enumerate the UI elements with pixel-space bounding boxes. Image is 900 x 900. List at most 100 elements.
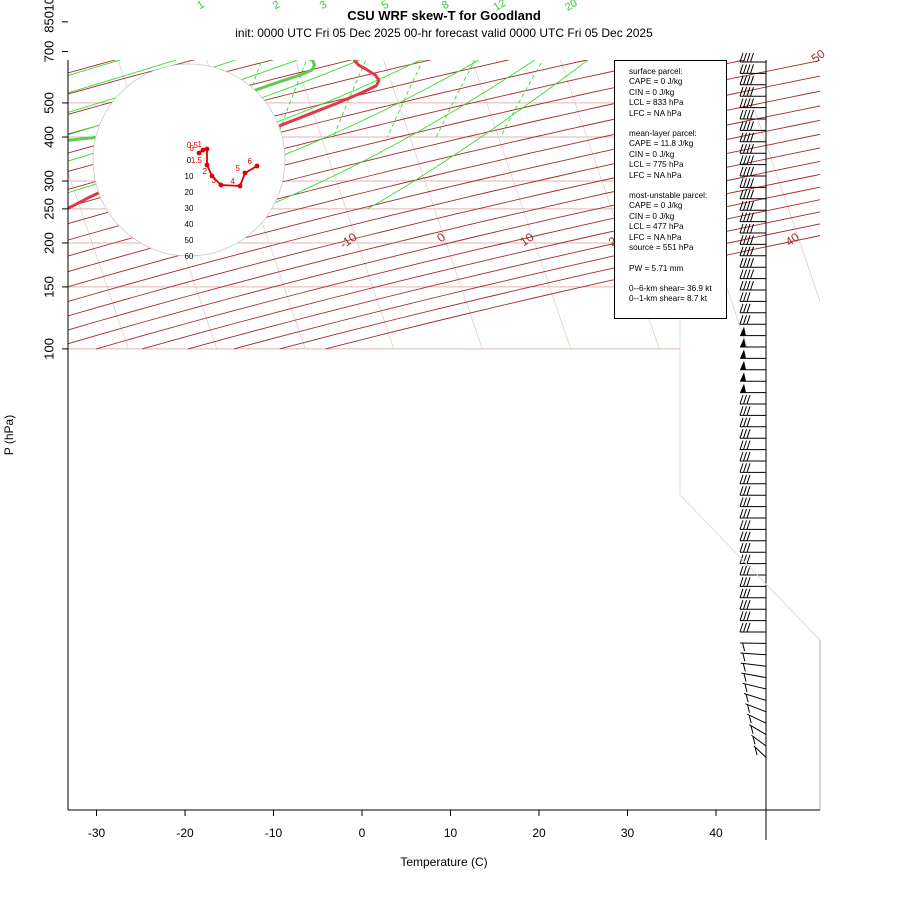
wind-barb bbox=[739, 189, 766, 200]
barb-flag bbox=[739, 463, 744, 473]
parcel-info-box: surface parcel: CAPE = 0 J/kg CIN = 0 J/… bbox=[614, 60, 727, 319]
barb-flag bbox=[739, 280, 744, 291]
info-line: CAPE = 0 J/kg bbox=[629, 201, 683, 211]
barb-flag bbox=[746, 258, 751, 268]
y-tick-label: 100 bbox=[41, 338, 56, 360]
barb-flag bbox=[746, 543, 751, 553]
hodograph-point bbox=[237, 183, 243, 189]
barb-flag bbox=[739, 166, 744, 177]
most-unstable-parcel-block: most-unstable parcel: CAPE = 0 J/kg CIN … bbox=[629, 191, 726, 253]
barb-shaft bbox=[745, 703, 767, 713]
wind-barb bbox=[739, 178, 766, 188]
wind-barb bbox=[739, 588, 766, 599]
wind-barb bbox=[739, 600, 766, 610]
dry-adiabat bbox=[68, 105, 820, 288]
barb-flag bbox=[750, 725, 754, 734]
barb-flag bbox=[739, 394, 744, 405]
wind-barb bbox=[739, 554, 766, 565]
hodograph-point bbox=[242, 170, 248, 176]
barb-flag bbox=[750, 212, 754, 222]
info-line: LFC = NA hPa bbox=[629, 108, 682, 118]
wind-barb bbox=[739, 394, 766, 405]
barb-flag bbox=[750, 166, 754, 177]
barb-flag bbox=[743, 223, 747, 234]
barb-flag bbox=[743, 406, 747, 416]
barb-flag bbox=[746, 554, 751, 564]
barb-flag bbox=[739, 565, 744, 576]
barb-flag bbox=[750, 280, 754, 291]
wind-barb bbox=[739, 474, 766, 485]
barb-shaft bbox=[742, 682, 767, 690]
barb-flag bbox=[739, 189, 744, 199]
isotherm-label: 40 bbox=[783, 230, 802, 249]
barb-flag bbox=[743, 292, 747, 302]
barb-flag bbox=[739, 611, 744, 621]
shear6-line: 0--6-km shear= 36.9 kt bbox=[629, 283, 712, 293]
barb-flag bbox=[743, 280, 747, 291]
barb-flag bbox=[743, 497, 747, 507]
barb-shaft bbox=[741, 672, 767, 679]
wind-barb bbox=[740, 338, 766, 348]
wind-barb bbox=[739, 246, 766, 257]
hodograph-point-label: 3 bbox=[212, 176, 217, 185]
hodograph-point-label: 5 bbox=[236, 164, 241, 173]
wind-barb bbox=[740, 326, 766, 337]
wind-barb bbox=[743, 693, 767, 703]
hodograph-point-label: 6 bbox=[248, 157, 253, 166]
barb-flag bbox=[750, 189, 754, 199]
barb-flag bbox=[739, 87, 744, 97]
barb-flag bbox=[739, 269, 744, 279]
wind-barb bbox=[739, 235, 766, 245]
hodograph-point bbox=[218, 182, 224, 188]
wind-barb bbox=[745, 703, 767, 713]
barb-flag bbox=[739, 474, 744, 484]
barb-flag bbox=[743, 611, 747, 621]
barb-flag bbox=[746, 303, 751, 313]
wind-barb bbox=[739, 280, 766, 291]
barb-flag bbox=[739, 577, 744, 587]
barb-flag bbox=[739, 531, 744, 541]
barb-flag bbox=[739, 109, 744, 120]
info-line: surface parcel: bbox=[629, 67, 683, 76]
wind-barb bbox=[739, 497, 766, 508]
wind-barb bbox=[739, 212, 766, 223]
wind-barb bbox=[739, 121, 766, 131]
barb-flag bbox=[743, 178, 747, 188]
moist-adiabat bbox=[367, 60, 589, 210]
barb-flag bbox=[739, 543, 744, 553]
x-tick-label: 20 bbox=[532, 826, 546, 840]
wind-barb bbox=[739, 315, 766, 325]
barb-flag bbox=[746, 486, 751, 496]
barb-flag bbox=[746, 429, 751, 439]
y-tick-label: 700 bbox=[41, 41, 56, 63]
barb-flag bbox=[743, 554, 747, 564]
dry-adiabat bbox=[68, 60, 511, 172]
moist-adiabat bbox=[68, 60, 122, 76]
barb-flag bbox=[743, 64, 747, 74]
wind-barb bbox=[739, 75, 766, 86]
barb-flag bbox=[743, 673, 747, 682]
barb-flag bbox=[743, 109, 747, 120]
hodograph-point-label: 2 bbox=[203, 167, 208, 176]
x-tick-label: -10 bbox=[265, 826, 283, 840]
barb-flag bbox=[746, 246, 751, 256]
barb-flag bbox=[746, 497, 751, 507]
barb-flag bbox=[746, 155, 751, 165]
dry-adiabat bbox=[68, 60, 196, 95]
wind-barb bbox=[739, 303, 766, 314]
wind-barb bbox=[739, 429, 766, 439]
barb-flag bbox=[743, 417, 747, 427]
barb-shaft bbox=[740, 652, 767, 656]
hodograph-ring-label: 60 bbox=[185, 252, 194, 261]
wind-barb bbox=[739, 531, 766, 542]
barb-flag bbox=[745, 694, 749, 703]
wind-barb bbox=[741, 672, 767, 682]
barb-flag bbox=[748, 714, 752, 724]
y-tick-label: 500 bbox=[41, 92, 56, 114]
dry-adiabat bbox=[68, 133, 820, 317]
mixing-ratio-line bbox=[276, 60, 308, 138]
barb-flag bbox=[739, 98, 744, 108]
barb-flag bbox=[743, 394, 747, 405]
barb-flag bbox=[746, 166, 751, 177]
